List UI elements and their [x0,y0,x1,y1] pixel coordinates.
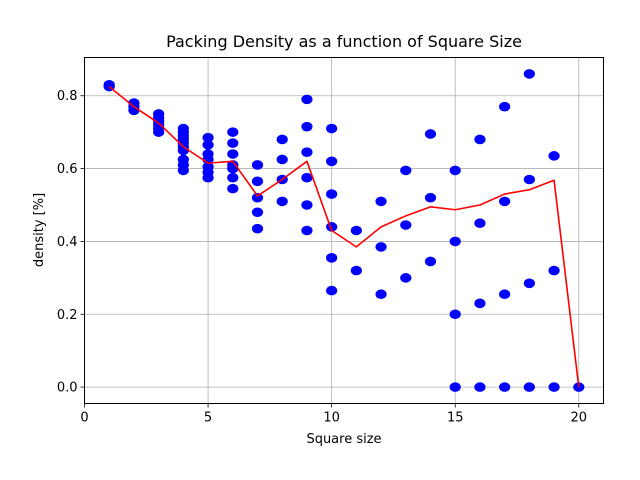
data-point [350,225,362,236]
data-point [474,298,486,309]
y-tick-label: 0.8 [57,89,78,104]
data-point [523,278,535,289]
data-point [474,134,486,145]
data-point [400,273,412,283]
data-point [326,253,338,263]
data-point [499,196,511,207]
data-point [251,223,264,234]
data-point [301,121,313,132]
y-axis-label: density [%] [32,193,47,267]
data-point [548,382,560,392]
data-point [202,140,214,150]
data-point [202,132,214,143]
data-point [251,176,264,187]
data-point [499,289,511,300]
data-point [548,151,560,161]
data-point [276,196,288,207]
y-tick-label: 0.0 [57,381,78,396]
data-point [523,382,535,392]
x-tick-label: 15 [447,411,464,426]
data-point [276,134,288,145]
data-point [375,196,387,207]
data-point [326,189,338,199]
axis-ticks: 0 5 10 15 20 0.0 0.2 0.4 0.6 0.8 [57,89,587,425]
data-point [474,382,486,392]
data-point [301,94,313,105]
data-point [449,382,461,392]
mean-density-line [108,86,580,388]
data-point [153,127,165,137]
data-point [251,192,264,203]
data-point [326,156,338,167]
y-tick-label: 0.2 [57,308,78,323]
data-point [474,218,486,229]
grid-lines [84,57,604,404]
data-point [350,265,362,276]
data-point [424,192,437,203]
data-point [227,172,239,183]
data-point [301,225,313,236]
data-point [276,154,288,165]
data-point [326,123,338,134]
data-point [375,289,387,300]
data-point [326,285,338,296]
y-tick-label: 0.6 [57,162,78,177]
plot-frame [84,57,604,404]
chart-title: Packing Density as a function of Square … [166,32,522,51]
data-point [400,165,412,176]
data-point [449,165,461,176]
data-point [573,382,585,392]
x-tick-label: 0 [80,411,88,426]
data-point [548,265,560,276]
data-point [424,256,437,267]
x-axis-label: Square size [306,432,381,447]
data-point [227,138,239,148]
data-point [449,236,461,247]
data-point [424,129,437,139]
data-point [177,165,189,176]
x-tick-label: 5 [204,411,212,426]
data-point [227,149,239,159]
data-point [251,160,264,170]
data-point [202,172,214,183]
data-point [227,127,239,137]
data-point [400,220,412,230]
data-point [499,101,511,112]
data-point [449,309,461,320]
data-point [523,174,535,185]
data-point [227,163,239,174]
data-layer [103,69,585,392]
data-point [375,242,387,252]
data-point [301,147,313,157]
data-point [301,172,313,183]
x-tick-label: 10 [323,411,340,426]
data-point [251,207,264,218]
data-point [499,382,511,392]
data-point [227,183,239,194]
data-point [301,200,313,210]
y-tick-label: 0.4 [57,235,78,250]
data-point [523,69,535,79]
x-tick-label: 20 [571,411,588,426]
